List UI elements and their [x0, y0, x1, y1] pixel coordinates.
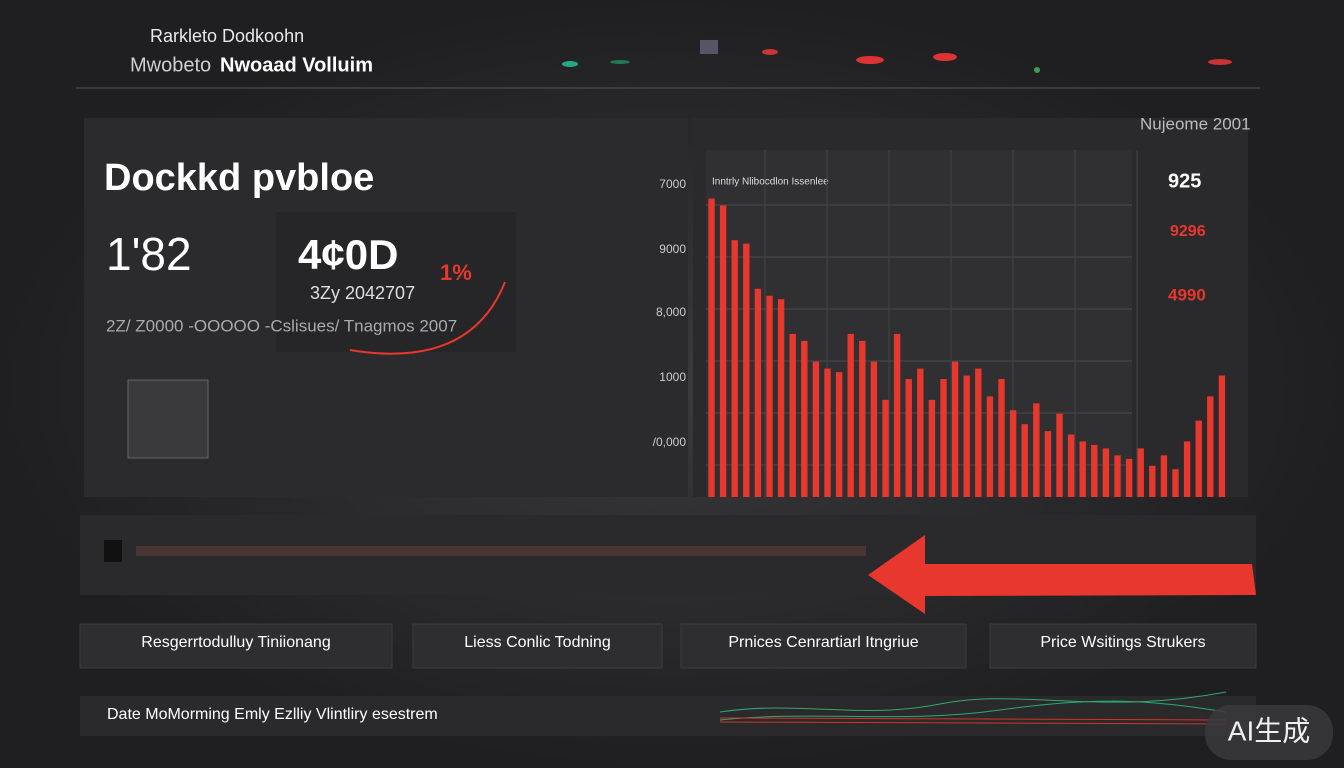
- header-sub-light: Mwobeto: [130, 54, 211, 76]
- button-bg: [989, 623, 1257, 669]
- bar: [766, 295, 773, 497]
- bar: [870, 361, 878, 497]
- bar: [1195, 420, 1202, 497]
- button[interactable]: Price Wsitings Strukers: [989, 623, 1257, 669]
- bar: [1218, 375, 1226, 497]
- bar: [1172, 469, 1179, 497]
- header-ticker: [562, 40, 1232, 73]
- side-value: 925: [1168, 170, 1201, 192]
- button-label: Liess Conlic Todning: [464, 634, 610, 651]
- bar: [847, 333, 854, 497]
- button[interactable]: Liess Conlic Todning: [412, 623, 663, 669]
- bar: [893, 333, 901, 497]
- bar: [975, 368, 982, 497]
- bar: [1021, 424, 1028, 497]
- bar: [1149, 465, 1156, 497]
- bar: [1183, 441, 1191, 497]
- banner-icon: [104, 540, 122, 562]
- metric-change: 1%: [440, 260, 472, 285]
- bar: [1009, 410, 1017, 497]
- bar: [1207, 396, 1214, 497]
- arrow: [868, 535, 1256, 614]
- bar: [940, 379, 947, 497]
- metric-value: 1'82: [106, 228, 192, 280]
- footer-text: Date MoMorming Emly Ezlliy Vlintliry ese…: [107, 706, 438, 723]
- button-label: Resgerrtodulluy Tiniionang: [141, 634, 330, 651]
- bar: [917, 368, 924, 497]
- bar: [777, 299, 785, 497]
- bar: [1114, 455, 1121, 497]
- bar: [986, 396, 994, 497]
- bar: [835, 372, 843, 497]
- watermark: AI生成: [1228, 715, 1310, 746]
- watermark-bg: [1205, 705, 1333, 760]
- y-axis-label: 7000: [659, 177, 686, 191]
- button-bg: [680, 623, 967, 669]
- bar: [963, 375, 970, 497]
- y-axis-label: /0,000: [653, 435, 687, 449]
- banner-ticker: [136, 546, 866, 556]
- bar: [1137, 448, 1144, 497]
- bar: [859, 340, 866, 497]
- button-label: Price Wsitings Strukers: [1040, 634, 1205, 651]
- bar: [731, 240, 738, 497]
- panel-title: Dockkd pvbloe: [104, 157, 374, 199]
- sparkline: [719, 691, 1227, 725]
- header-title: Rarkleto Dodkoohn: [150, 26, 304, 46]
- side-label: Nujeome 2001: [1140, 114, 1251, 133]
- metric-value: 4¢0D: [298, 231, 398, 278]
- bar: [882, 399, 889, 497]
- panel-subtitle: 2Z/ Z0000 -OOOOO -Cslisues/ Tnagmos 2007: [106, 316, 457, 335]
- bar: [998, 379, 1005, 497]
- bar: [789, 333, 796, 497]
- metric-caption: 3Zy 2042707: [310, 283, 415, 303]
- bar: [754, 288, 762, 497]
- bar: [743, 243, 750, 497]
- bar: [1033, 403, 1040, 497]
- button-bg: [412, 623, 663, 669]
- bar: [1125, 458, 1133, 497]
- bar: [1067, 434, 1075, 497]
- button-bg: [79, 623, 393, 669]
- y-axis-label: 8,000: [656, 305, 686, 319]
- bar: [812, 361, 820, 497]
- bar: [1079, 441, 1086, 497]
- bar: [1102, 448, 1110, 497]
- metric-card: [276, 212, 516, 352]
- doc-icon: [127, 379, 209, 459]
- bar: [905, 379, 912, 497]
- bar: [951, 361, 959, 497]
- bar: [801, 340, 808, 497]
- chart-title: Inntrly Nlibocdlon Issenlee: [712, 177, 829, 188]
- bar: [719, 205, 727, 497]
- header-sub-bold: Nwoaad Volluim: [220, 54, 373, 76]
- footer-bar: [80, 696, 1256, 736]
- button[interactable]: Prnices Cenrartiarl Itngriue: [680, 623, 967, 669]
- bar: [1056, 413, 1063, 497]
- side-value: 4990: [1168, 285, 1206, 304]
- button-label: Prnices Cenrartiarl Itngriue: [728, 634, 918, 651]
- y-axis-label: 9000: [659, 242, 686, 256]
- y-axis-label: 1000: [659, 370, 686, 384]
- button[interactable]: Resgerrtodulluy Tiniionang: [79, 623, 393, 669]
- gauge-arc: [349, 281, 506, 355]
- bar: [824, 368, 831, 497]
- side-value: 9296: [1170, 223, 1206, 240]
- bar: [1160, 455, 1168, 497]
- bar: [1044, 431, 1052, 497]
- bar: [708, 198, 715, 497]
- bar: [1091, 444, 1098, 497]
- bar: [928, 399, 936, 497]
